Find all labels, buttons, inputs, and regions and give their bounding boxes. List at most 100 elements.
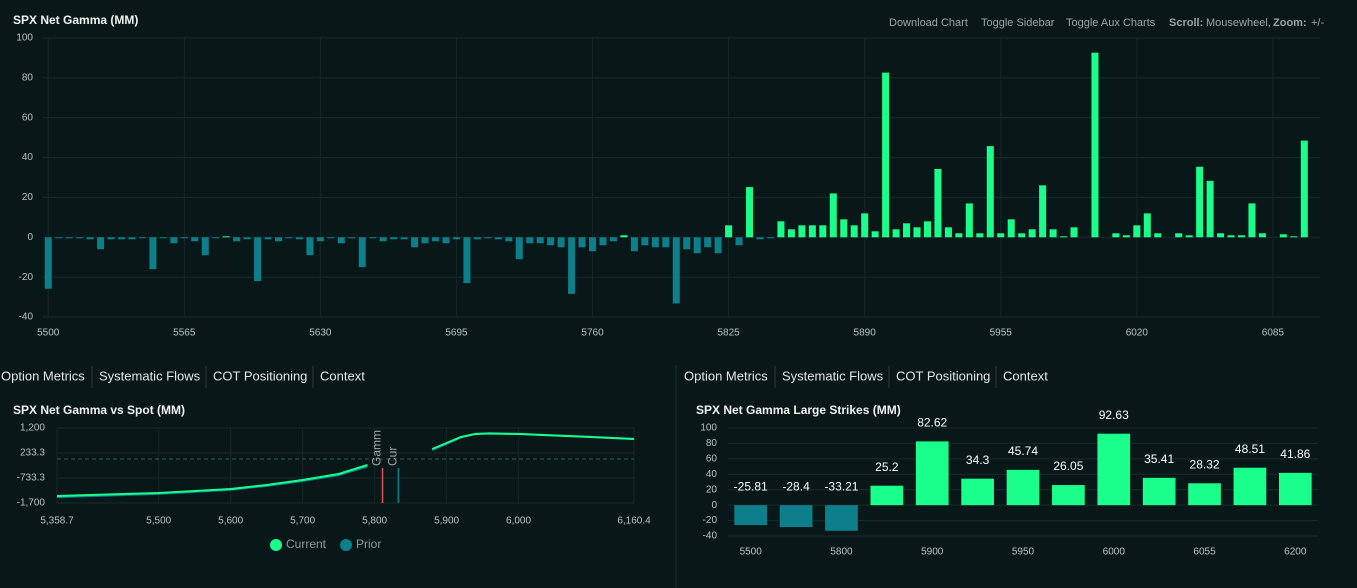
value-label: -28.4 <box>782 479 810 493</box>
x-tick-label: 6,000 <box>506 516 531 527</box>
x-tick-label: 5565 <box>173 328 196 339</box>
aux-toggle[interactable]: Toggle Aux Charts <box>1066 17 1156 29</box>
x-tick-label: 5800 <box>830 547 853 558</box>
bar <box>704 237 712 248</box>
x-tick-label: 5955 <box>990 328 1013 339</box>
bar <box>808 225 816 238</box>
bar <box>934 168 942 238</box>
bar <box>463 237 471 284</box>
bar <box>295 237 303 240</box>
x-tick-label: 5825 <box>717 328 740 339</box>
value-label: 25.2 <box>875 460 899 474</box>
bar <box>1196 166 1204 238</box>
bar <box>316 237 324 242</box>
bar <box>390 237 398 240</box>
scroll-value: Mousewheel, <box>1206 17 1271 29</box>
tab[interactable]: Option Metrics <box>684 368 768 383</box>
value-label: -33.21 <box>824 479 858 493</box>
bar <box>986 146 994 238</box>
bar <box>997 233 1005 238</box>
bar <box>222 236 230 238</box>
annotation-label: Gamm <box>370 430 384 466</box>
bar <box>348 237 356 239</box>
tab[interactable]: Systematic Flows <box>782 368 884 383</box>
bar <box>1258 233 1266 238</box>
x-tick-label: 5,900 <box>434 516 459 527</box>
value-label: 28.32 <box>1190 457 1220 471</box>
x-tick-label: 5760 <box>581 328 604 339</box>
tab[interactable]: Option Metrics <box>1 368 85 383</box>
bar <box>411 237 419 248</box>
bar <box>55 237 63 239</box>
bar <box>515 237 523 260</box>
series-line <box>56 432 635 497</box>
legend-label: Current <box>286 537 327 551</box>
x-tick-label: 5,500 <box>146 516 171 527</box>
bar <box>264 237 272 240</box>
bar <box>1300 140 1308 238</box>
bar <box>1278 472 1312 506</box>
bar <box>1112 233 1120 238</box>
bar <box>557 237 565 248</box>
zoom-value: +/- <box>1311 17 1324 29</box>
value-label: 26.05 <box>1053 459 1083 473</box>
bar <box>609 237 617 242</box>
bar <box>714 237 722 254</box>
y-tick-label: 40 <box>706 469 718 480</box>
bar <box>201 237 209 256</box>
bar <box>1248 203 1256 238</box>
y-tick-label: 80 <box>22 72 34 83</box>
bar <box>651 237 659 248</box>
sidebar-toggle[interactable]: Toggle Sidebar <box>981 17 1055 29</box>
bar <box>589 237 597 252</box>
bar <box>961 478 994 506</box>
bar <box>976 233 984 238</box>
tab[interactable]: Systematic Flows <box>99 368 201 383</box>
bar <box>421 237 429 244</box>
x-tick-label: 5,600 <box>218 516 243 527</box>
bar <box>825 505 858 531</box>
bar <box>1233 467 1267 506</box>
bar <box>369 237 377 239</box>
bar <box>400 237 408 240</box>
bar <box>1227 235 1235 238</box>
bar <box>243 237 251 240</box>
x-tick-label: 5,700 <box>290 516 315 527</box>
bar <box>1185 235 1193 238</box>
y-tick-label: 60 <box>706 453 718 464</box>
y-tick-label: 80 <box>706 438 718 449</box>
y-tick-label: 20 <box>22 192 34 203</box>
download-button[interactable]: Download Chart <box>889 17 968 29</box>
tab[interactable]: Context <box>1003 368 1048 383</box>
bar <box>734 505 768 526</box>
bar <box>944 227 952 238</box>
bar <box>526 237 534 244</box>
bar <box>432 237 440 242</box>
value-label: 45.74 <box>1008 444 1038 458</box>
x-tick-label: 5500 <box>37 328 60 339</box>
bar <box>128 237 136 240</box>
bar <box>138 237 146 239</box>
bar <box>44 237 52 289</box>
x-tick-label: 5950 <box>1012 547 1035 558</box>
y-tick-label: -40 <box>19 312 34 323</box>
bar <box>1154 233 1162 238</box>
x-tick-label: 6055 <box>1193 547 1216 558</box>
bar <box>1217 233 1225 238</box>
tab[interactable]: COT Positioning <box>896 368 990 383</box>
bar <box>1122 235 1130 238</box>
bar <box>662 237 670 248</box>
bar <box>798 225 806 238</box>
bar <box>118 237 126 240</box>
y-tick-label: 1,200 <box>20 423 45 434</box>
tab[interactable]: Context <box>320 368 365 383</box>
value-label: 82.62 <box>917 416 947 430</box>
tab[interactable]: COT Positioning <box>213 368 307 383</box>
bar <box>233 237 241 242</box>
bar <box>871 231 879 238</box>
zoom-label: Zoom: <box>1273 17 1307 29</box>
bar <box>1133 225 1141 238</box>
bar <box>1143 213 1151 238</box>
bar <box>923 221 931 238</box>
bar <box>505 237 513 242</box>
